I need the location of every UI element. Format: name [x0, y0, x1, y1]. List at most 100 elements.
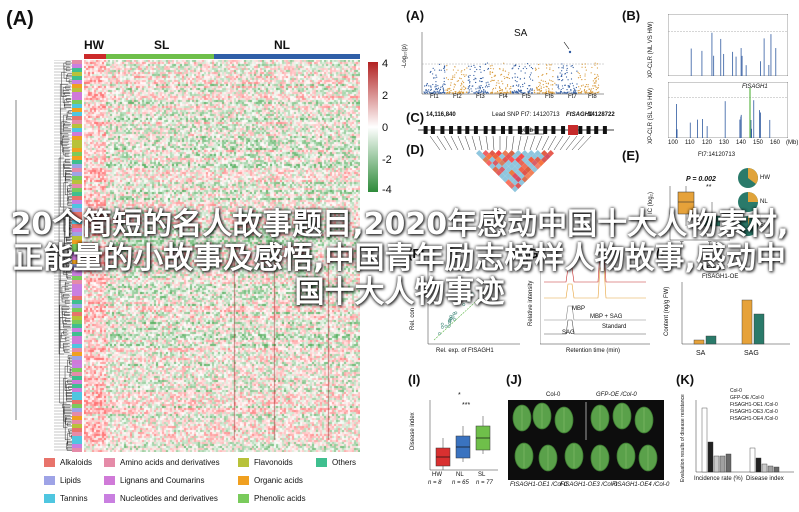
locus-end: 14128722: [588, 112, 615, 118]
chrom-label: Ft6: [545, 94, 554, 100]
k-xtick: Incidence rate (%): [694, 476, 743, 482]
j-label-bottom: FtSAGH1-OE4 /Col-0: [612, 482, 670, 488]
e-stars: **: [706, 184, 712, 191]
pie-label: NL: [760, 199, 768, 205]
panel-label-b: (B): [622, 8, 641, 23]
e-xtick: T: [680, 242, 684, 248]
e-xtick: T: [708, 242, 712, 248]
i-group-label: SL: [478, 472, 486, 478]
panel-label-k: (K): [676, 372, 695, 387]
legend-item: Others: [316, 458, 356, 467]
xpclr-xtick: 160: [770, 140, 781, 146]
k-legend-item: Col-0: [730, 388, 742, 394]
row-dendrogram: [15, 60, 72, 451]
panel-label-a: (A): [406, 8, 425, 23]
color-key-tick: 0: [382, 122, 389, 134]
color-key-tick: 2: [382, 90, 389, 102]
i-group-n: n = 77: [476, 480, 493, 486]
i-group-n: n = 8: [428, 480, 442, 486]
k-xtick: Disease index: [746, 476, 784, 482]
g-trace-label: Standard: [602, 324, 627, 330]
k-barchart: [695, 400, 794, 473]
pie-label: HW: [760, 175, 770, 181]
g-chromatogram: [540, 262, 650, 345]
e-snp-label: Ft7:14120713: [698, 152, 736, 158]
pie-chart-sl: [738, 215, 758, 236]
chrom-label: Ft3: [476, 94, 485, 100]
h-xtick: SAG: [744, 350, 759, 357]
metabolite-heatmap: [84, 60, 360, 452]
legend-item: Organic acids: [238, 476, 303, 485]
manhattan-plot: [421, 32, 604, 95]
h-barchart: [681, 282, 790, 345]
i-group-label: HW: [432, 472, 442, 478]
i-ylabel: Disease index: [410, 412, 416, 450]
i-sig-stars: ***: [462, 402, 471, 409]
e-pie-group: [738, 168, 758, 236]
e-pvalue: P = 0.002: [686, 176, 716, 183]
color-key-tick: 4: [382, 58, 389, 70]
panel-label-f: (F): [408, 246, 425, 261]
k-legend-item: FtSAGH1-OE3 /Col-0: [730, 409, 778, 415]
class-legend: Alkaloids Amino acids and derivatives Fl…: [44, 456, 364, 512]
pie-chart-hw: [738, 168, 758, 188]
j-label-bottom: FtSAGH1-OE1 /Col-0: [510, 482, 568, 488]
panel-label-j: (J): [506, 372, 522, 387]
ld-heatmap: [429, 136, 592, 193]
manhattan-title: SA: [514, 28, 528, 39]
chrom-label: Ft5: [522, 94, 531, 100]
h-legend-item: FtSAGH1-OE: [702, 274, 739, 280]
color-key-tick: -2: [382, 154, 392, 166]
group-bar-nl: [214, 54, 360, 59]
xpclr-xtick: 150: [753, 140, 764, 146]
panel-label-c: (C): [406, 110, 425, 125]
panel-label-i: (I): [408, 372, 421, 387]
lead-snp-label: Lead SNP Ft7: 14120713: [492, 112, 560, 118]
locus-start: 14,116,840: [426, 112, 456, 118]
leaf-photo: [508, 400, 664, 480]
legend-item: Phenolic acids: [238, 494, 306, 503]
pie-label: SL: [760, 223, 768, 229]
k-legend-item: FtSAGH1-OE4 /Col-0: [730, 416, 778, 422]
legend-item: Flavonoids: [238, 458, 293, 467]
j-label-top-right: GFP-OE /Col-0: [596, 392, 637, 398]
color-key: 4 2 0 -2 -4: [368, 58, 396, 196]
k-legend-item: FtSAGH1-OE1 /Col-0: [730, 402, 778, 408]
chrom-label: Ft4: [499, 94, 508, 100]
xpclr-xtick: 100: [668, 140, 679, 146]
color-key-gradient: [368, 62, 378, 192]
i-group-n: n = 65: [452, 480, 469, 486]
k-legend-item: GFP-OE /Col-0: [730, 395, 764, 401]
scale-bar-label: 10kb: [520, 128, 534, 134]
legend-item: Tannins: [44, 494, 88, 503]
xpclr-gene-label: FtSAGH1: [742, 84, 768, 90]
f-xlabel: Rel. exp. of FtSAGH1: [436, 348, 494, 354]
k-legend: Col-0 GFP-OE /Col-0 FtSAGH1-OE1 /Col-0 F…: [730, 388, 798, 428]
legend-item: Amino acids and derivatives: [104, 458, 220, 467]
gene-name: FtSAGH1: [566, 112, 593, 118]
metabolite-class-strip: [72, 60, 82, 452]
panel-label-d: (D): [406, 142, 425, 157]
color-key-tick: -4: [382, 184, 392, 196]
chrom-label: Ft1: [430, 94, 439, 100]
xpclr-sl-vs-hw: [668, 82, 788, 138]
xpclr-xtick: 110: [685, 140, 695, 146]
xpclr-nl-vs-hw: [668, 14, 788, 76]
panel-label-h: (H): [656, 246, 675, 261]
e-boxplot: [669, 186, 730, 241]
j-label-top-left: Col-0: [546, 392, 561, 398]
panel-label-g: (G): [524, 246, 543, 261]
h-ylabel: Content (ng/g FW): [664, 286, 670, 336]
g-trace-label: MBP: [572, 306, 586, 312]
legend-item: Lignans and Coumarins: [104, 476, 205, 485]
group-bar-hw: [84, 54, 106, 59]
e-ylabel: IC (log₂): [648, 192, 654, 214]
group-bar-sl: [106, 54, 214, 59]
group-label-sl: SL: [154, 38, 170, 52]
k-ylabel: Evaluation results of disease resistance: [680, 394, 686, 482]
chrom-label: Ft7: [568, 94, 577, 100]
xpclr-xtick: 140: [736, 140, 747, 146]
panel-a-label: (A): [6, 8, 34, 30]
i-boxplot: [429, 400, 498, 471]
chrom-label: Ft8: [588, 94, 597, 100]
